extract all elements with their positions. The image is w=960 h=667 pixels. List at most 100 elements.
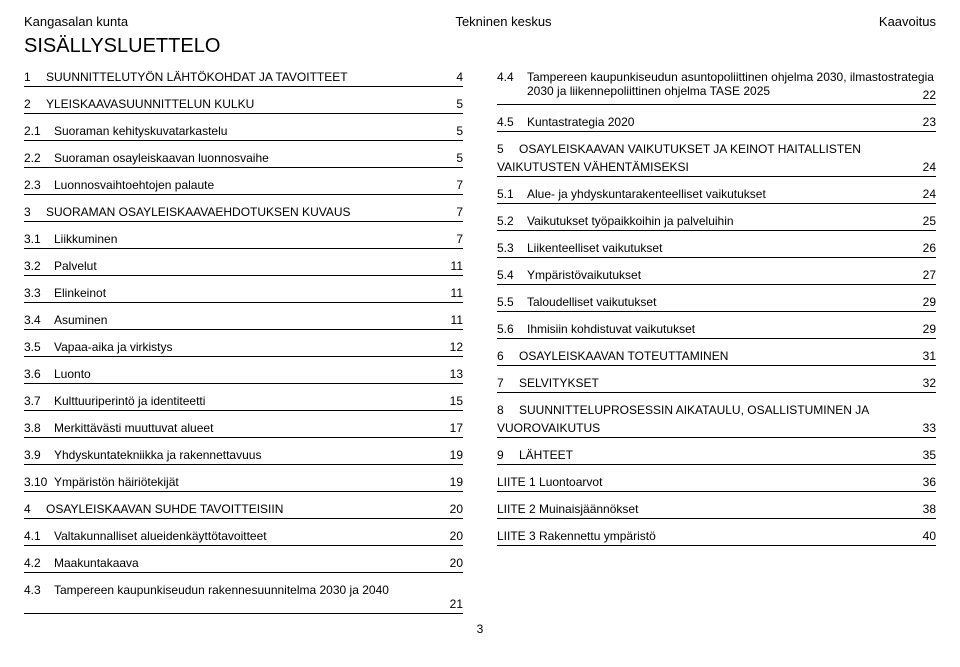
toc-row: 6OSAYLEISKAAVAN TOTEUTTAMINEN31 — [497, 345, 936, 366]
toc-page: 11 — [435, 313, 463, 327]
toc-page: 19 — [435, 475, 463, 489]
toc-row: 5.6Ihmisiin kohdistuvat vaikutukset29 — [497, 318, 936, 339]
toc-row: 4OSAYLEISKAAVAN SUHDE TAVOITTEISIIN20 — [24, 498, 463, 519]
toc-row: 3.5Vapaa-aika ja virkistys12 — [24, 336, 463, 357]
toc-label: VAIKUTUSTEN VÄHENTÄMISEKSI — [497, 160, 908, 174]
toc-number: 5.1 — [497, 187, 527, 201]
toc-row: 4.5Kuntastrategia 202023 — [497, 111, 936, 132]
toc-page: 5 — [435, 97, 463, 111]
toc-label: Suoraman osayleiskaavan luonnosvaihe — [54, 151, 435, 165]
toc-row: LIITE 2 Muinaisjäännökset38 — [497, 498, 936, 519]
toc-page: 19 — [435, 448, 463, 462]
toc-label: Tampereen kaupunkiseudun rakennesuunnite… — [54, 583, 463, 597]
toc-row: 3.3Elinkeinot11 — [24, 282, 463, 303]
toc-page: 23 — [908, 115, 936, 129]
toc-row: 5.5Taloudelliset vaikutukset29 — [497, 291, 936, 312]
toc-label: LIITE 1 Luontoarvot — [497, 475, 908, 489]
toc-label: Liikenteelliset vaikutukset — [527, 241, 908, 255]
toc-page: 12 — [435, 340, 463, 354]
toc-page: 38 — [908, 502, 936, 516]
toc-page: 25 — [908, 214, 936, 228]
toc-page: 24 — [908, 187, 936, 201]
toc-row: 3.8Merkittävästi muuttuvat alueet17 — [24, 417, 463, 438]
toc-page: 11 — [435, 286, 463, 300]
toc-page: 33 — [908, 421, 936, 435]
toc-number: 2.2 — [24, 151, 54, 165]
page-header: Kangasalan kunta Tekninen keskus Kaavoit… — [24, 14, 936, 29]
toc-label: Luonnosvaihtoehtojen palaute — [54, 178, 435, 192]
toc-row: 5.1Alue- ja yhdyskuntarakenteelliset vai… — [497, 183, 936, 204]
toc-page: 13 — [435, 367, 463, 381]
toc-columns: 1SUUNNITTELUTYÖN LÄHTÖKOHDAT JA TAVOITTE… — [24, 66, 936, 620]
toc-row: LIITE 3 Rakennettu ympäristö40 — [497, 525, 936, 546]
toc-number: 4.2 — [24, 556, 54, 570]
toc-page: 31 — [908, 349, 936, 363]
toc-row: 5OSAYLEISKAAVAN VAIKUTUKSET JA KEINOT HA… — [497, 138, 936, 156]
toc-row: 2YLEISKAAVASUUNNITTELUN KULKU5 — [24, 93, 463, 114]
toc-number: 5.3 — [497, 241, 527, 255]
toc-page: 7 — [435, 205, 463, 219]
toc-label: LIITE 3 Rakennettu ympäristö — [497, 529, 908, 543]
toc-page: 22 — [908, 88, 936, 102]
toc-page: 5 — [435, 124, 463, 138]
toc-label: Kulttuuriperintö ja identiteetti — [54, 394, 435, 408]
toc-label: Liikkuminen — [54, 232, 435, 246]
toc-page: 29 — [908, 295, 936, 309]
toc-label: SUUNNITTELUTYÖN LÄHTÖKOHDAT JA TAVOITTEE… — [46, 70, 435, 84]
toc-number: 3.6 — [24, 367, 54, 381]
toc-label: Vaikutukset työpaikkoihin ja palveluihin — [527, 214, 908, 228]
toc-label: Valtakunnalliset alueidenkäyttötavoittee… — [54, 529, 435, 543]
toc-page: 17 — [435, 421, 463, 435]
toc-number: 3.5 — [24, 340, 54, 354]
toc-label: Elinkeinot — [54, 286, 435, 300]
toc-row: 4.1Valtakunnalliset alueidenkäyttötavoit… — [24, 525, 463, 546]
toc-number: 3.7 — [24, 394, 54, 408]
toc-label: Ympäristön häiriötekijät — [54, 475, 435, 489]
toc-row: 2.1Suoraman kehityskuvatarkastelu5 — [24, 120, 463, 141]
toc-page: 40 — [908, 529, 936, 543]
toc-row: 4.3Tampereen kaupunkiseudun rakennesuunn… — [24, 579, 463, 597]
toc-number: 2.3 — [24, 178, 54, 192]
toc-number: 3.9 — [24, 448, 54, 462]
toc-page: 20 — [435, 556, 463, 570]
toc-number: 6 — [497, 349, 519, 363]
toc-number: 5.2 — [497, 214, 527, 228]
header-left: Kangasalan kunta — [24, 14, 128, 29]
toc-page: 4 — [435, 70, 463, 84]
toc-number: 3.1 — [24, 232, 54, 246]
toc-number: 3.10 — [24, 475, 54, 489]
toc-label: Kuntastrategia 2020 — [527, 115, 908, 129]
toc-row: x22 — [497, 88, 936, 105]
toc-label: VUOROVAIKUTUS — [497, 421, 908, 435]
toc-label: OSAYLEISKAAVAN VAIKUTUKSET JA KEINOT HAI… — [519, 142, 936, 156]
toc-label: Luonto — [54, 367, 435, 381]
toc-label: LIITE 2 Muinaisjäännökset — [497, 502, 908, 516]
page-number: 3 — [24, 622, 936, 636]
toc-right-column: 4.4Tampereen kaupunkiseudun asuntopoliit… — [497, 66, 936, 620]
toc-page: 7 — [435, 178, 463, 192]
toc-number: 3.3 — [24, 286, 54, 300]
toc-label: OSAYLEISKAAVAN TOTEUTTAMINEN — [519, 349, 908, 363]
toc-row: 9LÄHTEET35 — [497, 444, 936, 465]
toc-number: 2 — [24, 97, 46, 111]
toc-number: 4.3 — [24, 583, 54, 597]
toc-number: 5.5 — [497, 295, 527, 309]
toc-row: 8SUUNNITTELUPROSESSIN AIKATAULU, OSALLIS… — [497, 399, 936, 417]
toc-number: 4.1 — [24, 529, 54, 543]
toc-label: OSAYLEISKAAVAN SUHDE TAVOITTEISIIN — [46, 502, 435, 516]
toc-label: Maakuntakaava — [54, 556, 435, 570]
toc-label: SELVITYKSET — [519, 376, 908, 390]
toc-number: 8 — [497, 403, 519, 417]
toc-label: LÄHTEET — [519, 448, 908, 462]
header-center: Tekninen keskus — [455, 14, 551, 29]
toc-label: Taloudelliset vaikutukset — [527, 295, 908, 309]
toc-row: 3.9Yhdyskuntatekniikka ja rakennettavuus… — [24, 444, 463, 465]
toc-row: VAIKUTUSTEN VÄHENTÄMISEKSI24 — [497, 156, 936, 177]
toc-label: Suoraman kehityskuvatarkastelu — [54, 124, 435, 138]
header-right: Kaavoitus — [879, 14, 936, 29]
toc-label: Merkittävästi muuttuvat alueet — [54, 421, 435, 435]
toc-label: Vapaa-aika ja virkistys — [54, 340, 435, 354]
toc-number: 2.1 — [24, 124, 54, 138]
toc-row: 3SUORAMAN OSAYLEISKAAVAEHDOTUKSEN KUVAUS… — [24, 201, 463, 222]
toc-number: 9 — [497, 448, 519, 462]
